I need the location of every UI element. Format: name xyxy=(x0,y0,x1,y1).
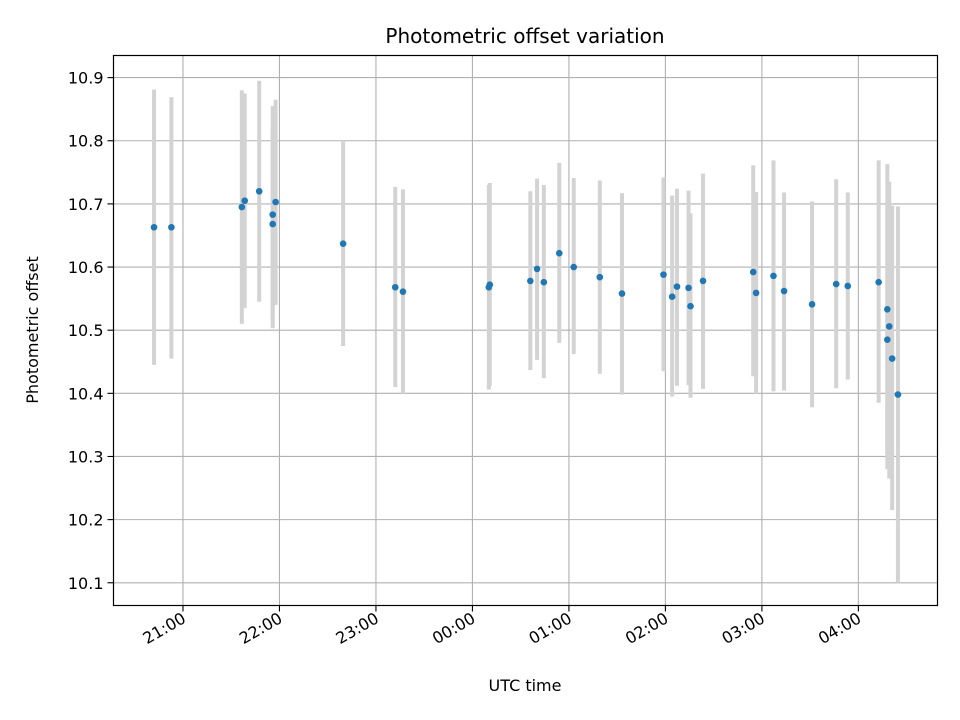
data-point xyxy=(673,283,681,290)
data-point xyxy=(540,278,548,286)
data-point xyxy=(884,336,891,343)
y-tick-label: 10.4 xyxy=(68,384,104,403)
data-point xyxy=(832,280,840,288)
data-point xyxy=(749,268,757,276)
data-point xyxy=(668,293,676,301)
y-tick-label: 10.9 xyxy=(68,69,104,88)
data-point xyxy=(885,323,893,330)
grid-lines xyxy=(113,55,938,606)
y-tick-label: 10.1 xyxy=(68,574,104,593)
data-point xyxy=(168,223,175,231)
data-point xyxy=(555,249,563,257)
data-point xyxy=(780,287,788,295)
data-point xyxy=(486,281,494,289)
data-point xyxy=(272,198,279,206)
y-tick-label: 10.5 xyxy=(68,321,104,340)
data-point xyxy=(596,273,604,281)
data-point xyxy=(241,197,249,205)
y-tick-label: 10.6 xyxy=(68,258,104,277)
data-point xyxy=(770,272,777,280)
y-tick-label: 10.7 xyxy=(68,195,104,214)
x-axis-label: UTC time xyxy=(489,676,562,695)
data-point xyxy=(399,288,407,295)
data-points xyxy=(150,187,902,398)
data-point xyxy=(687,302,694,310)
data-point xyxy=(570,263,578,271)
y-tick-label: 10.8 xyxy=(68,132,104,151)
data-point xyxy=(618,290,626,297)
data-point xyxy=(844,282,852,290)
data-point xyxy=(875,278,882,286)
chart-title: Photometric offset variation xyxy=(385,24,664,48)
data-point xyxy=(150,223,158,231)
data-point xyxy=(269,211,277,218)
data-point xyxy=(752,289,760,297)
data-point xyxy=(685,284,692,292)
data-point xyxy=(660,271,667,278)
data-point xyxy=(808,300,816,308)
y-tick-label: 10.3 xyxy=(68,447,104,466)
data-point xyxy=(894,391,902,398)
y-axis-label: Photometric offset xyxy=(23,256,42,404)
data-point xyxy=(527,277,534,285)
data-point xyxy=(269,220,277,228)
y-tick-label: 10.2 xyxy=(68,511,104,530)
data-point xyxy=(884,306,891,313)
data-point xyxy=(391,283,399,291)
data-point xyxy=(255,187,263,195)
data-point xyxy=(339,240,347,247)
data-point xyxy=(238,203,246,211)
y-axis-ticks: 10.1 10.2 10.3 10.4 10.5 10.6 10.7 10.8 10.9 xyxy=(68,69,114,593)
data-point xyxy=(533,265,541,273)
data-point xyxy=(699,277,707,285)
data-point xyxy=(888,355,896,362)
